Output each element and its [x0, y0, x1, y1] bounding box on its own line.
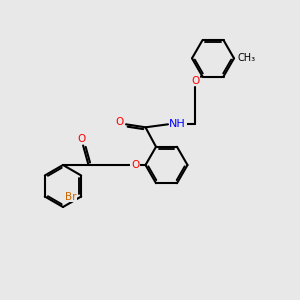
Text: O: O	[115, 117, 124, 127]
Text: NH: NH	[169, 119, 186, 129]
Text: O: O	[191, 76, 199, 86]
Text: CH₃: CH₃	[238, 53, 256, 63]
Text: Br: Br	[65, 191, 76, 202]
Text: O: O	[131, 160, 139, 170]
Text: O: O	[77, 134, 86, 144]
